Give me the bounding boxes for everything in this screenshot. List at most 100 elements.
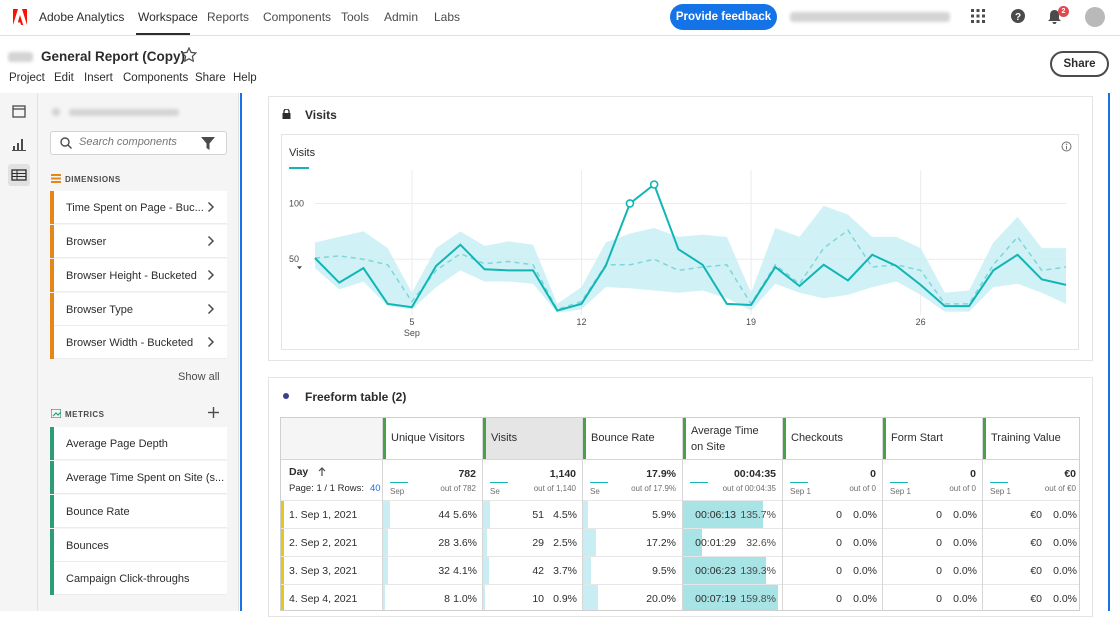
row-label[interactable]: 2. Sep 2, 2021 <box>289 537 358 549</box>
menu-share[interactable]: Share <box>195 72 226 84</box>
x-tick-label: 19 <box>746 317 756 327</box>
column-divider <box>682 418 683 610</box>
search-input[interactable] <box>79 136 199 148</box>
sparkline <box>590 482 608 483</box>
metric-color-bar <box>50 495 54 528</box>
column-header[interactable]: Checkouts <box>782 418 882 459</box>
notifications-bell-icon[interactable] <box>1048 10 1061 24</box>
time-on-site-bar <box>682 557 766 584</box>
rows-selector[interactable]: 40 <box>370 483 381 494</box>
summary-row: Day Page: 1 / 1 Rows: 40 782 out of 782 … <box>281 459 1079 500</box>
metrics-icon <box>51 409 61 418</box>
visits-series-line <box>314 182 1067 312</box>
row-header-label[interactable]: Day <box>289 466 309 478</box>
column-header[interactable]: Form Start <box>882 418 982 459</box>
column-divider <box>582 418 583 610</box>
favorite-star-icon[interactable] <box>181 47 197 63</box>
help-icon[interactable]: ? <box>1011 9 1025 23</box>
sparkline <box>490 482 508 483</box>
menu-project[interactable]: Project <box>9 72 45 84</box>
chart-legend-label[interactable]: Visits <box>289 147 316 159</box>
row-marker <box>281 585 284 610</box>
freeform-table: Unique Visitors Visits Bounce Rate Avera… <box>280 417 1080 611</box>
components-icon <box>11 169 27 181</box>
metric-item[interactable]: Bounces <box>50 529 227 562</box>
metric-color-bar <box>50 427 54 460</box>
panels-rail-button[interactable] <box>8 101 30 123</box>
metric-item[interactable]: Average Page Depth <box>50 427 227 460</box>
nav-reports[interactable]: Reports <box>207 10 250 24</box>
visits-panel-title[interactable]: Visits <box>305 108 337 122</box>
menu-insert[interactable]: Insert <box>84 72 113 84</box>
column-total-sub: out of 1,140 <box>533 484 576 493</box>
project-title[interactable]: General Report (Copy) <box>41 49 186 64</box>
adobe-logo-icon <box>13 9 27 25</box>
column-header[interactable]: Bounce Rate <box>582 418 682 459</box>
nav-admin[interactable]: Admin <box>384 10 419 24</box>
provide-feedback-button[interactable]: Provide feedback <box>670 4 777 30</box>
report-suite-icon <box>52 108 60 116</box>
notification-badge: 2 <box>1058 6 1069 17</box>
user-avatar[interactable] <box>1085 7 1105 27</box>
cell-value: 00:06:23 <box>695 565 736 577</box>
report-suite-selector[interactable] <box>69 109 179 116</box>
dimension-item[interactable]: Browser <box>50 225 227 258</box>
menu-components[interactable]: Components <box>123 72 189 84</box>
cell-value: 00:06:13 <box>695 509 736 521</box>
table-row[interactable]: 4. Sep 4, 2021 8 1.0% 10 0.9% 20.0% 00:0… <box>281 584 1079 610</box>
dimension-item[interactable]: Time Spent on Page - Buc... <box>50 191 227 224</box>
cell-percent: 4.1% <box>453 565 477 577</box>
component-search[interactable] <box>50 131 227 155</box>
share-button[interactable]: Share <box>1050 51 1109 77</box>
row-label[interactable]: 1. Sep 1, 2021 <box>289 509 358 521</box>
apps-grid-icon[interactable] <box>971 9 985 23</box>
menu-edit[interactable]: Edit <box>54 72 74 84</box>
org-switcher[interactable] <box>790 12 950 22</box>
column-total: 782 <box>458 468 476 480</box>
nav-components[interactable]: Components <box>263 10 332 24</box>
nav-workspace[interactable]: Workspace <box>138 10 198 24</box>
cell-value: 10 <box>532 593 544 605</box>
bounce-rate-bar <box>582 501 588 528</box>
y-tick-label: 100 <box>289 198 304 208</box>
row-label[interactable]: 4. Sep 4, 2021 <box>289 593 358 605</box>
add-metric-icon[interactable] <box>208 407 219 418</box>
show-all-dimensions-link[interactable]: Show all <box>178 371 220 383</box>
row-marker <box>281 529 284 557</box>
table-row[interactable]: 1. Sep 1, 2021 44 5.6% 51 4.5% 5.9% 00:0… <box>281 500 1079 529</box>
components-rail-button[interactable] <box>8 164 30 186</box>
visualizations-rail-button[interactable] <box>8 133 30 155</box>
column-header[interactable]: Visits <box>482 418 582 459</box>
dimension-item[interactable]: Browser Height - Bucketed <box>50 259 227 292</box>
metric-item[interactable]: Bounce Rate <box>50 495 227 528</box>
column-header[interactable]: Unique Visitors <box>382 418 482 459</box>
info-icon[interactable] <box>1061 141 1072 152</box>
dimension-color-bar <box>50 225 54 258</box>
nav-labs[interactable]: Labs <box>434 10 461 24</box>
row-marker <box>281 557 284 585</box>
sort-ascending-icon[interactable] <box>318 467 326 477</box>
cell-value: 0 <box>836 509 842 521</box>
bar-chart-icon <box>12 139 26 151</box>
freeform-panel-title[interactable]: Freeform table (2) <box>305 390 407 404</box>
cell-percent: 1.0% <box>453 593 477 605</box>
dimension-label: Time Spent on Page - Buc... <box>66 202 204 214</box>
metric-item[interactable]: Average Time Spent on Site (s... <box>50 461 227 494</box>
table-row[interactable]: 3. Sep 3, 2021 32 4.1% 42 3.7% 9.5% 00:0… <box>281 556 1079 585</box>
visits-line-chart[interactable]: 100 50 5 12 19 26 Sep <box>281 170 1079 350</box>
menu-help[interactable]: Help <box>233 72 257 84</box>
filter-icon[interactable] <box>201 137 215 150</box>
column-header[interactable]: Training Value <box>982 418 1079 459</box>
dimension-item[interactable]: Browser Type <box>50 293 227 326</box>
dimension-item[interactable]: Browser Width - Bucketed <box>50 326 227 359</box>
table-row[interactable]: 2. Sep 2, 2021 28 3.6% 29 2.5% 17.2% 00:… <box>281 528 1079 557</box>
row-label[interactable]: 3. Sep 3, 2021 <box>289 565 358 577</box>
nav-tools[interactable]: Tools <box>341 10 370 24</box>
cell-value: €0 <box>1030 509 1042 521</box>
cell-value: 0 <box>936 565 942 577</box>
metric-item[interactable]: Campaign Click-throughs <box>50 562 227 595</box>
cell-value: 28 <box>438 537 450 549</box>
app-name[interactable]: Adobe Analytics <box>39 10 125 24</box>
column-header[interactable]: Average Time on Site <box>682 418 782 459</box>
sparkline <box>990 482 1008 483</box>
